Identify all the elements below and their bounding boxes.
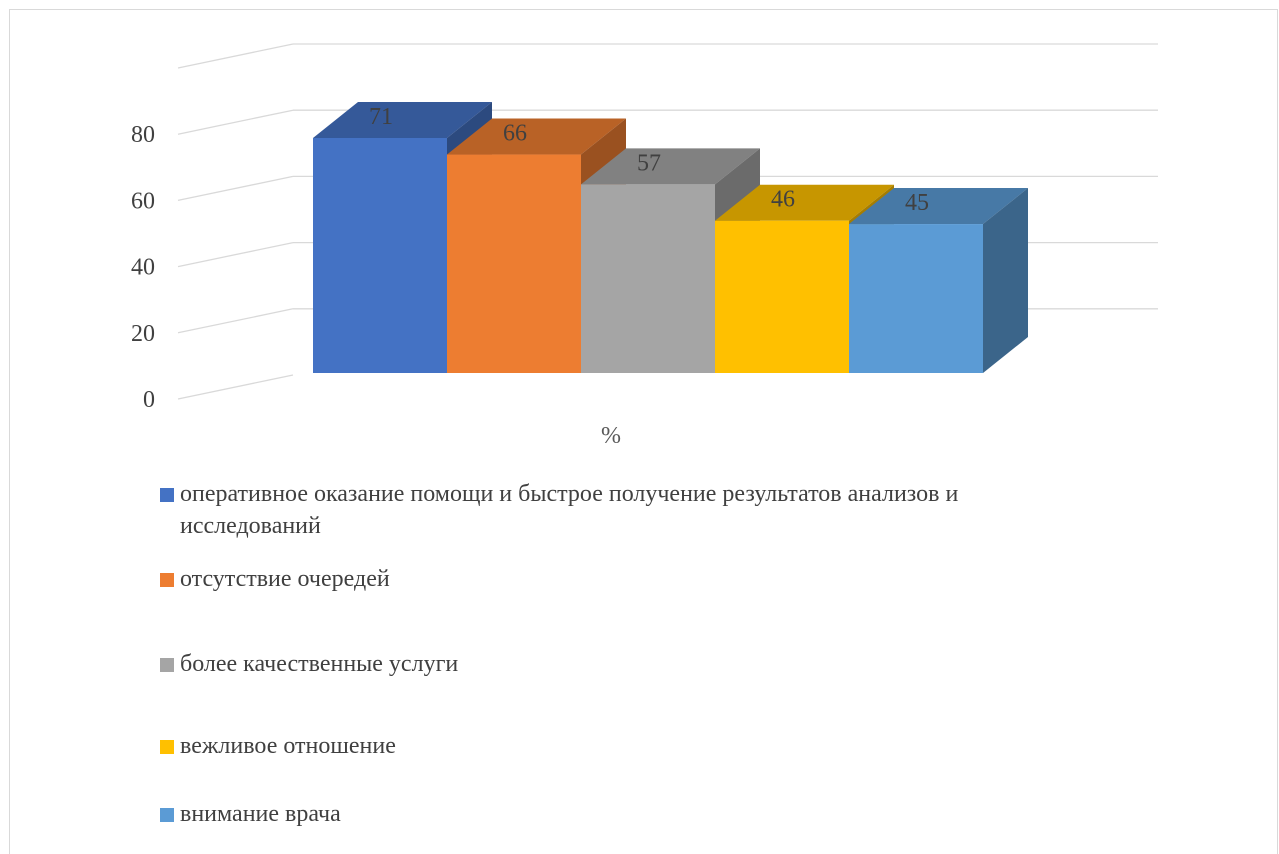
bar-side bbox=[983, 188, 1028, 373]
y-tick-label: 20 bbox=[131, 321, 155, 347]
side-wall-line bbox=[177, 308, 294, 334]
legend-label: отсутствие очередей bbox=[180, 566, 390, 592]
chart-frame bbox=[9, 9, 1278, 854]
legend-item: более качественные услуги bbox=[160, 648, 1080, 680]
legend-swatch bbox=[160, 488, 174, 502]
legend-item: оперативное оказание помощи и быстрое по… bbox=[160, 478, 1080, 542]
data-label: 57 bbox=[637, 150, 661, 176]
bar-top bbox=[581, 148, 760, 185]
bar bbox=[715, 220, 849, 373]
side-wall-line bbox=[177, 109, 294, 135]
bar-top bbox=[447, 118, 626, 155]
legend-swatch bbox=[160, 808, 174, 822]
data-label: 71 bbox=[369, 104, 393, 130]
legend-item: внимание врача bbox=[160, 798, 1080, 830]
legend-item: вежливое отношение bbox=[160, 730, 1080, 762]
side-wall-line bbox=[177, 43, 294, 69]
legend-swatch bbox=[160, 740, 174, 754]
legend-item: отсутствие очередей bbox=[160, 563, 1080, 595]
bar bbox=[313, 137, 447, 373]
legend-label: более качественные услуги bbox=[180, 651, 459, 677]
bar bbox=[581, 184, 715, 373]
y-tick-label: 0 bbox=[143, 387, 155, 413]
bar-top bbox=[849, 188, 1028, 225]
legend-label: вежливое отношение bbox=[180, 733, 396, 759]
y-tick-label: 80 bbox=[131, 122, 155, 148]
side-wall-line bbox=[177, 374, 294, 400]
y-tick-label: 60 bbox=[131, 188, 155, 214]
data-label: 46 bbox=[771, 187, 795, 213]
side-wall-line bbox=[177, 241, 294, 268]
data-label: 66 bbox=[503, 121, 527, 147]
bar-top bbox=[715, 184, 894, 221]
bar-top bbox=[313, 101, 492, 138]
legend-swatch bbox=[160, 658, 174, 672]
legend-label: внимание врача bbox=[180, 801, 341, 827]
bar bbox=[849, 224, 983, 373]
bar bbox=[447, 154, 581, 373]
legend-label: оперативное оказание помощи и быстрое по… bbox=[180, 481, 959, 539]
y-tick-label: 40 bbox=[131, 255, 155, 281]
legend-swatch bbox=[160, 573, 174, 587]
side-wall-line bbox=[177, 175, 294, 202]
data-label: 45 bbox=[905, 190, 929, 216]
x-category-label: % bbox=[601, 423, 621, 449]
